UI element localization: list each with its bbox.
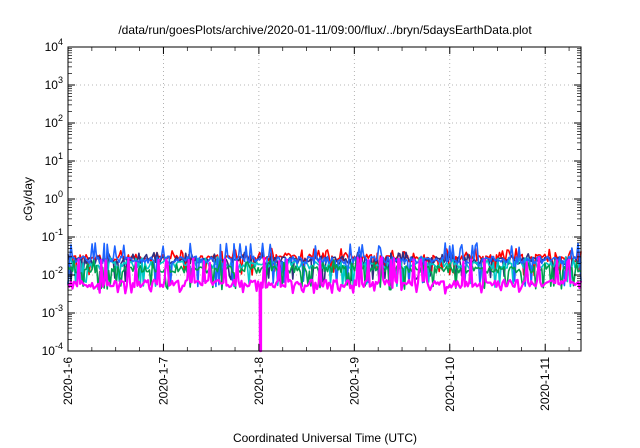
y-tick-base: 10 xyxy=(45,192,59,206)
y-tick-label: 10-3 xyxy=(42,303,63,320)
y-tick-exponent: -3 xyxy=(55,303,63,313)
y-tick-base: 10 xyxy=(45,78,59,92)
y-tick-base: 10 xyxy=(42,344,56,358)
y-tick-label: 102 xyxy=(45,113,63,130)
series-line xyxy=(67,242,582,288)
y-axis-label: cGy/day xyxy=(21,177,35,221)
y-tick-label: 10-1 xyxy=(42,227,63,244)
y-tick-exponent: -4 xyxy=(55,341,63,351)
y-tick-base: 10 xyxy=(42,306,56,320)
y-tick-label: 100 xyxy=(45,189,63,206)
y-tick-exponent: 4 xyxy=(58,37,63,47)
y-tick-base: 10 xyxy=(45,116,59,130)
y-tick-label: 10-2 xyxy=(42,265,63,282)
x-tick-label: 2020-1-7 xyxy=(156,357,170,405)
y-tick-exponent: 0 xyxy=(58,189,63,199)
x-axis: 2020-1-6 2020-1-7 2020-1-8 2020-1-9 2020-1-1… xyxy=(61,47,570,412)
x-tick-label: 2020-1-10 xyxy=(443,357,457,412)
y-tick-label: 101 xyxy=(45,151,63,168)
x-tick-label: 2020-1-8 xyxy=(252,357,266,405)
y-tick-exponent: -2 xyxy=(55,265,63,275)
series-line xyxy=(67,256,583,353)
y-tick-label: 104 xyxy=(45,37,63,54)
x-tick-label: 2020-1-11 xyxy=(538,357,552,411)
y-tick-exponent: 3 xyxy=(58,75,63,85)
y-tick-base: 10 xyxy=(42,230,56,244)
y-tick-base: 10 xyxy=(45,40,59,54)
x-axis-label: Coordinated Universal Time (UTC) xyxy=(233,431,417,445)
chart-title: /data/run/goesPlots/archive/2020-01-11/0… xyxy=(118,23,532,37)
series-line xyxy=(67,259,582,291)
y-tick-label: 10-4 xyxy=(42,341,63,358)
x-tick-label: 2020-1-9 xyxy=(347,357,361,405)
series-layer xyxy=(67,242,583,353)
y-tick-base: 10 xyxy=(45,154,59,168)
grid xyxy=(68,47,581,351)
y-tick-base: 10 xyxy=(42,268,56,282)
y-tick-exponent: 2 xyxy=(58,113,63,123)
x-tick-label: 2020-1-6 xyxy=(61,357,75,405)
y-tick-exponent: -1 xyxy=(55,227,63,237)
y-tick-exponent: 1 xyxy=(58,151,63,161)
y-tick-label: 103 xyxy=(45,75,63,92)
